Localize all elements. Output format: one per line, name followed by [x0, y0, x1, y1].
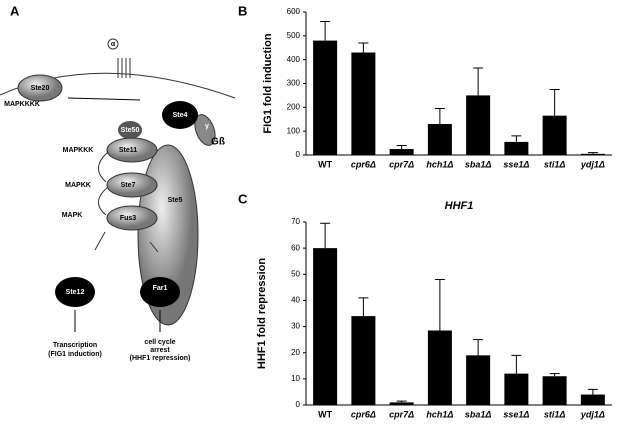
bar [504, 373, 529, 405]
error-bar [358, 297, 369, 317]
error-bar [549, 373, 560, 377]
x-tick-label: cpr7Δ [389, 409, 414, 419]
bar [427, 124, 452, 155]
bar [351, 52, 376, 156]
output-label: (HHF1 repression) [130, 355, 191, 362]
error-bar [434, 279, 445, 331]
error-bar [434, 108, 445, 125]
pathway-diagram: α Ste20 MAPKKKK γ Ste4 Gß Ste5 Ste50 Ste… [0, 38, 236, 362]
y-tick-label: 30 [291, 322, 300, 331]
output-label: Transcription [53, 342, 97, 349]
y-tick-label: 60 [291, 243, 300, 252]
y-tick-label: 400 [287, 55, 301, 64]
bar [351, 316, 376, 405]
x-tick-label: cpr6Δ [351, 159, 376, 169]
level-label: MAPKKKK [4, 101, 40, 108]
node-label: Ste7 [121, 182, 136, 189]
bar [313, 248, 338, 405]
y-tick-label: 200 [287, 102, 301, 111]
error-bar [396, 400, 407, 403]
error-bar [587, 388, 598, 395]
error-bar [511, 135, 522, 142]
x-tick-label: cpr6Δ [351, 409, 376, 419]
panel-letter: C [238, 191, 248, 206]
bar [580, 394, 605, 405]
error-bar [549, 88, 560, 116]
bar [427, 330, 452, 405]
x-tick-label: sse1Δ [503, 159, 529, 169]
y-tick-label: 500 [287, 31, 301, 40]
bar [389, 149, 414, 155]
x-tick-label: WT [318, 159, 332, 169]
x-tick-label: ydj1Δ [580, 409, 605, 419]
x-tick-label: sba1Δ [465, 159, 492, 169]
node-label: Ste4 [173, 112, 188, 119]
chart-title: HHF1 [445, 200, 474, 212]
bar [466, 355, 491, 405]
y-tick-label: 20 [291, 348, 300, 357]
bar [389, 402, 414, 405]
node-label: Gß [211, 137, 225, 148]
output-label: arrest [150, 347, 170, 354]
y-axis-label: HHF1 fold repression [256, 258, 268, 370]
error-bar [358, 42, 369, 53]
y-tick-label: 50 [291, 269, 300, 278]
bar [542, 115, 567, 155]
output-label: cell cycle [144, 339, 175, 346]
node-label: Ste50 [121, 127, 140, 134]
y-tick-label: 300 [287, 79, 301, 88]
level-label: MAPK [62, 212, 83, 219]
bar [580, 153, 605, 155]
error-bar [320, 21, 331, 41]
node-label: Fus3 [120, 215, 136, 222]
x-tick-label: ydj1Δ [580, 159, 605, 169]
y-tick-label: 0 [296, 150, 301, 159]
node-label: Far1 [153, 285, 168, 292]
error-bar [511, 354, 522, 374]
x-tick-label: sba1Δ [465, 409, 492, 419]
error-bar [396, 144, 407, 150]
node-label: Ste11 [119, 147, 137, 154]
error-bar [587, 152, 598, 154]
x-tick-label: cpr7Δ [389, 159, 414, 169]
y-tick-label: 100 [287, 126, 301, 135]
y-tick-label: 600 [287, 7, 301, 16]
level-label: MAPKK [65, 182, 91, 189]
error-bar [320, 222, 331, 249]
y-tick-label: 70 [291, 217, 300, 226]
node-label: Ste12 [66, 289, 85, 296]
y-tick-label: 40 [291, 296, 300, 305]
y-tick-label: 10 [291, 374, 300, 383]
bar [466, 95, 491, 155]
x-tick-label: hch1Δ [426, 159, 453, 169]
x-tick-label: sti1Δ [544, 409, 566, 419]
panel-letter: A [10, 3, 20, 18]
y-tick-label: 0 [296, 400, 301, 409]
x-tick-label: sti1Δ [544, 159, 566, 169]
x-tick-label: hch1Δ [426, 409, 453, 419]
bar [542, 376, 567, 405]
alpha: α [111, 41, 116, 48]
y-axis-label: FIG1 fold induction [262, 33, 274, 133]
panel-letter: B [238, 3, 247, 18]
level-label: MAPKKK [63, 147, 94, 154]
node-label: γ [205, 123, 209, 130]
node-label: Ste20 [31, 85, 50, 92]
bar [313, 40, 338, 155]
bar [504, 141, 529, 155]
output-label: (FIG1 induction) [48, 351, 102, 358]
x-tick-label: sse1Δ [503, 409, 529, 419]
error-bar [473, 339, 484, 356]
node-label: Ste5 [168, 197, 183, 204]
x-tick-label: WT [318, 409, 332, 419]
error-bar [473, 67, 484, 96]
